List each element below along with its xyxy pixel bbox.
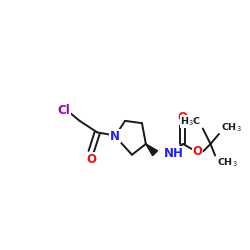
Text: CH$_3$: CH$_3$ <box>220 122 241 134</box>
Text: Cl: Cl <box>58 104 70 117</box>
Text: N: N <box>110 130 120 143</box>
Text: H$_3$C: H$_3$C <box>180 116 201 128</box>
Text: O: O <box>86 153 96 166</box>
Text: CH$_3$: CH$_3$ <box>217 156 237 169</box>
Text: O: O <box>178 111 188 124</box>
Text: NH: NH <box>164 147 184 160</box>
Polygon shape <box>146 144 158 156</box>
Text: O: O <box>192 145 202 158</box>
